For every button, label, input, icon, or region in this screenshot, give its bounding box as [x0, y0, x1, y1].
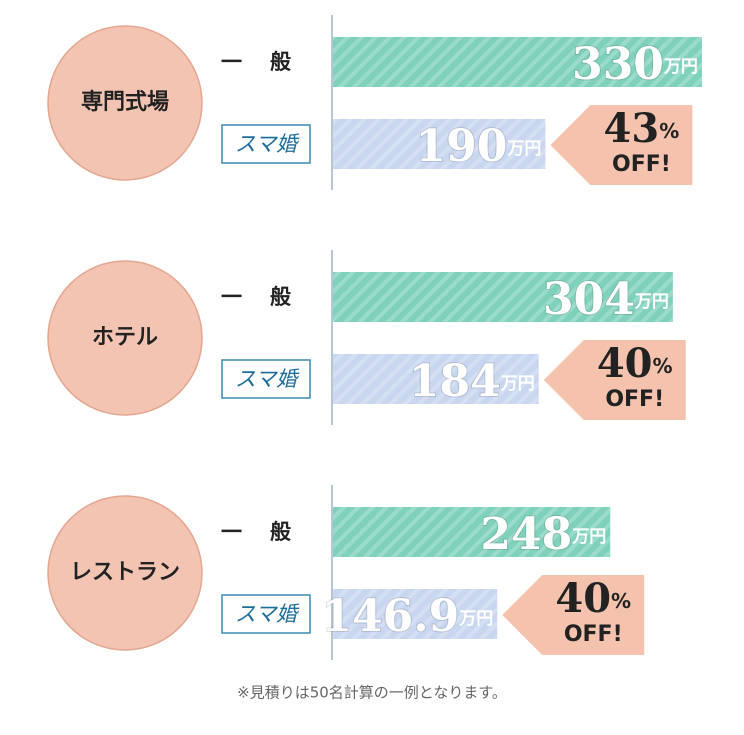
discount-off: OFF!: [605, 387, 664, 412]
bar-stripe: [333, 589, 498, 639]
value-label: 190万円: [416, 121, 542, 172]
footnote: ※見積りは50名計算の一例となります。: [237, 684, 507, 702]
row-label: スマ婚: [235, 602, 300, 626]
value-unit: 万円: [458, 609, 493, 629]
row-label: 一般: [221, 520, 319, 544]
category-label: ホテル: [92, 325, 158, 350]
category-circle: [47, 25, 203, 181]
value-unit: 万円: [571, 527, 606, 547]
discount-number: 40: [597, 340, 653, 387]
value-unit: 万円: [663, 57, 698, 77]
bar-stripe: [333, 272, 673, 322]
discount-off: OFF!: [564, 622, 623, 647]
row-label: 一般: [221, 50, 319, 74]
value-number: 304: [543, 274, 635, 325]
discount-unit: %: [611, 589, 631, 613]
discount-label: 40%: [597, 340, 673, 387]
value-number: 330: [572, 39, 664, 90]
discount-arrow: [543, 340, 686, 420]
brand-box: [221, 594, 311, 634]
category-label: レストラン: [70, 560, 180, 585]
value-number: 190: [416, 121, 508, 172]
discount-unit: %: [659, 119, 679, 143]
row-label: スマ婚: [235, 132, 300, 156]
value-label: 330万円: [572, 39, 698, 90]
discount-label: 43%: [604, 105, 680, 152]
value-number: 184: [409, 356, 501, 407]
bar-stripe: [333, 119, 546, 169]
value-unit: 万円: [506, 139, 541, 159]
bar-stripe: [333, 507, 611, 557]
discount-arrow: [502, 575, 645, 655]
value-label: 248万円: [480, 509, 606, 560]
discount-label: 40%: [555, 575, 631, 622]
bar-stripe: [333, 37, 702, 87]
value-label: 146.9万円: [321, 591, 493, 642]
value-number: 248: [480, 509, 572, 560]
brand-box: [221, 359, 311, 399]
brand-box: [221, 124, 311, 164]
value-number: 146.9: [321, 591, 459, 642]
discount-number: 40: [555, 575, 611, 622]
row-label: 一般: [221, 285, 319, 309]
value-label: 304万円: [543, 274, 669, 325]
discount-arrow: [550, 105, 693, 185]
category-circle: [47, 260, 203, 416]
value-label: 184万円: [409, 356, 535, 407]
category-circle: [47, 495, 203, 651]
value-unit: 万円: [634, 292, 669, 312]
discount-number: 43: [604, 105, 660, 152]
discount-unit: %: [653, 354, 673, 378]
row-label: スマ婚: [235, 367, 300, 391]
category-label: 専門式場: [81, 90, 169, 115]
value-unit: 万円: [500, 374, 535, 394]
bar-stripe: [333, 354, 539, 404]
discount-off: OFF!: [612, 152, 671, 177]
